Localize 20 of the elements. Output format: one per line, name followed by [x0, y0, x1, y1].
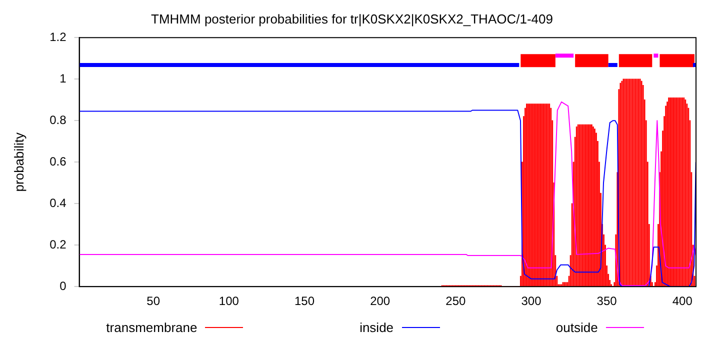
legend-label: inside [360, 320, 394, 335]
x-tick-label: 100 [218, 294, 240, 308]
y-tick-label: 0 [60, 278, 67, 293]
y-tick-label: 0.8 [50, 112, 67, 127]
x-tick-label: 250 [446, 294, 466, 308]
x-tick-label: 50 [146, 294, 160, 308]
chart-title: TMHMM posterior probabilities for tr|K0SKX2|K0SKX2_THAOC/1-409 [151, 11, 553, 26]
legend-label: transmembrane [106, 320, 198, 335]
x-tick-label: 400 [672, 294, 693, 308]
x-tick-label: 300 [521, 294, 542, 308]
x-tick-label: 200 [370, 294, 390, 308]
y-axis-title: probability [11, 132, 26, 192]
x-tick-label: 350 [596, 294, 618, 308]
y-tick-label: 0.4 [50, 196, 67, 210]
y-tick-label: 1.2 [50, 30, 67, 44]
y-tick-label: 1 [60, 71, 67, 86]
legend-label: outside [556, 320, 598, 335]
y-tick-label: 0.2 [50, 237, 67, 252]
x-tick-label: 150 [294, 294, 315, 308]
y-tick-label: 0.6 [50, 154, 67, 168]
